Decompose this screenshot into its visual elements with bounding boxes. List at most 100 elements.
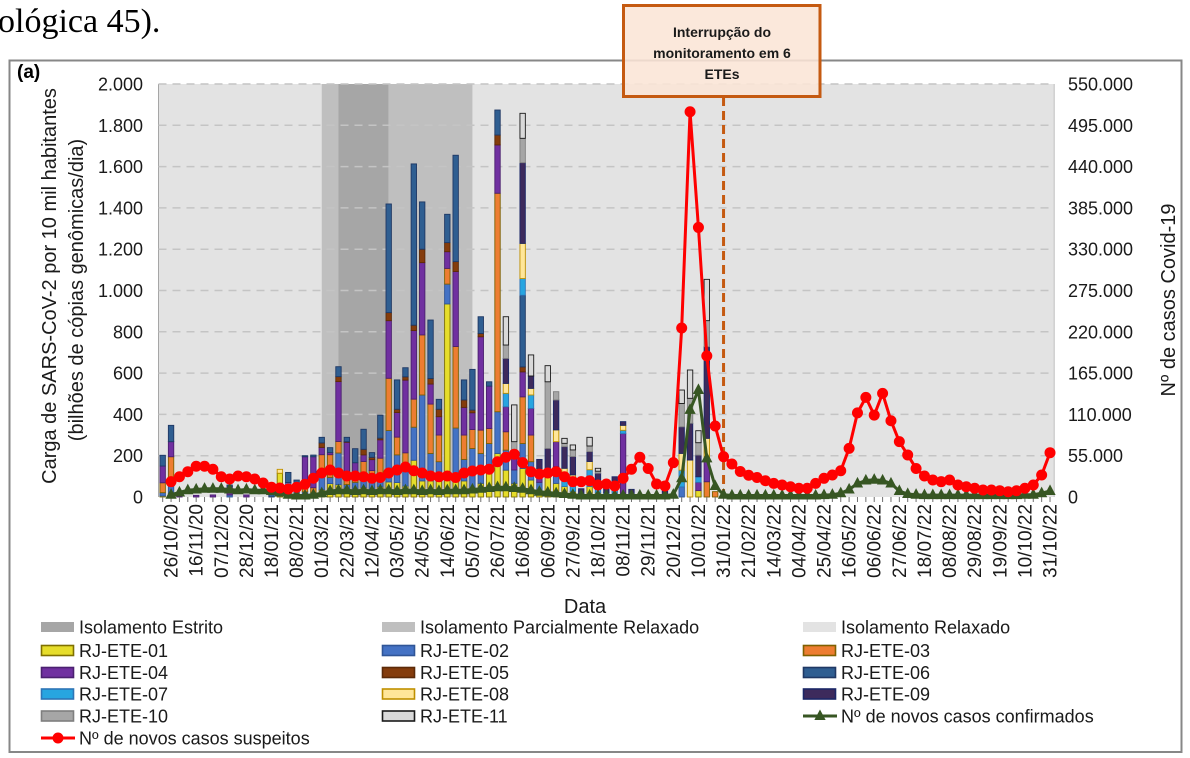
legend-swatch [381,710,416,722]
suspected-cases-marker [843,442,855,454]
bar-segment-rj-ete-02 [494,411,501,454]
x-tick-label: 18/10/21 [588,504,609,578]
confirmed-cases-marker [634,488,646,500]
legend-circle-marker [52,732,64,744]
bar-segment-rj-ete-02 [444,283,451,305]
bar-segment-rj-ete-08 [502,382,510,394]
legend-swatch [381,666,416,679]
confirmed-cases-series [165,383,1056,500]
suspected-cases-marker [492,456,504,468]
y2-tick-label: 55.000 [1068,446,1123,466]
suspected-cases-marker [868,409,880,421]
x-tick-label: 04/04/22 [789,504,810,578]
confirmed-cases-marker [851,476,864,488]
x-tick-label: 26/07/21 [488,504,509,578]
confirmed-cases-marker [1044,484,1056,495]
bar-segment-rj-ete-07 [527,394,535,409]
legend-triangle-marker [814,709,826,720]
confirmed-cases-marker [902,487,914,498]
confirmed-cases-marker [257,483,269,495]
legend-swatch [803,622,836,632]
bar-segment-rj-ete-10 [502,344,510,359]
confirmed-cases-marker [366,484,378,495]
bar-segment-rj-ete-06 [402,367,409,378]
bar-segment-rj-ete-08 [586,461,593,471]
bar-segment-rj-ete-04 [419,262,426,336]
confirmed-cases-marker [793,488,805,500]
y-tick-label: 200 [113,446,143,466]
confirmed-cases-marker [617,488,629,500]
x-tick-label: 31/01/22 [714,504,735,578]
bar-segment-rj-ete-02 [410,426,417,461]
bar-segment-rj-ete-09 [561,446,568,469]
suspected-cases-marker [483,463,495,475]
legend-label: Isolamento Relaxado [841,618,1010,638]
annotation-line-3: ETEs [704,66,739,82]
confirmed-cases-marker [558,487,571,498]
legend: Isolamento Estrito Isolamento Parcialment… [40,618,1094,749]
bar-segment-rj-ete-03 [494,192,501,413]
x-tick-label: 25/04/22 [814,504,835,578]
bar-segment-rj-ete-09 [678,426,685,454]
x-tick-label: 22/03/21 [337,504,358,578]
bar-segment-rj-ete-11 [544,365,551,383]
x-tick-label: 01/03/21 [312,504,333,578]
legend-label: RJ-ETE-02 [420,641,509,661]
confirmed-cases-marker [198,482,211,493]
suspected-cases-marker [801,482,813,494]
document-text-fragment: ológica 45). [0,3,160,40]
suspected-cases-marker [374,471,386,483]
confirmed-cases-marker [960,488,972,500]
confirmed-cases-marker [659,488,671,500]
confirmed-cases-marker [927,488,939,500]
confirmed-cases-marker [692,383,705,394]
suspected-cases-marker [860,391,872,403]
bar-segment-rj-ete-08 [686,459,694,498]
bar-segment-rj-ete-08 [519,242,526,279]
suspected-cases-marker [517,457,529,469]
bar-segment-rj-ete-09 [569,456,577,476]
bar-segment-rj-ete-11 [594,467,602,472]
confirmed-cases-marker [475,482,487,493]
legend-item: Isolamento Relaxado [803,618,1010,638]
confirmed-cases-marker [391,484,403,495]
bar-segment-rj-ete-06 [360,428,367,450]
legend-item: RJ-ETE-11 [381,707,508,727]
suspected-cases-marker [182,466,194,478]
bar-segment-rj-ete-04 [427,383,434,405]
confirmed-cases-marker [190,482,202,494]
bar-segment-rj-ete-03 [486,427,493,444]
legend-label: RJ-ETE-09 [841,685,930,705]
suspected-cases-marker [893,436,905,448]
legend-swatch [40,710,75,722]
bar-segment-rj-ete-11 [511,404,518,443]
bar-segment-rj-ete-09 [527,375,535,389]
bar-segment-rj-ete-03 [712,491,719,498]
bar-segment-rj-ete-05 [385,312,392,322]
suspected-cases-marker [659,480,671,492]
bar-segment-rj-ete-03 [502,431,510,451]
suspected-cases-marker [609,480,621,492]
confirmed-cases-marker [575,488,587,500]
confirmed-cases-marker [667,488,679,499]
bar-segment-rj-ete-10 [586,445,593,453]
confirmed-cases-marker [609,488,621,500]
confirmed-cases-marker [709,479,721,491]
y-tick-label: 1.200 [98,240,143,260]
bar-segment-rj-ete-10 [569,449,577,457]
bar-segment-rj-ete-04 [393,412,401,438]
legend-label: Nº de novos casos confirmados [841,707,1094,727]
x-tick-label: 18/07/22 [915,504,936,578]
x-tick-label: 28/12/20 [237,504,258,578]
legend-swatch [802,666,837,679]
confirmed-cases-marker [809,488,822,500]
y2-axis-title: Nº de casos Covid-19 [1158,204,1180,397]
legend-item: Nº de novos casos suspeitos [41,729,310,749]
y2-tick-label: 0 [1068,488,1078,508]
x-tick-label: 16/05/22 [840,504,861,578]
bar-segment-rj-ete-05 [477,333,484,338]
legend-item: RJ-ETE-03 [802,641,930,661]
x-tick-label: 08/11/21 [614,504,635,577]
legend-label: Isolamento Estrito [79,618,223,638]
bar-segment-rj-ete-09 [552,399,560,431]
